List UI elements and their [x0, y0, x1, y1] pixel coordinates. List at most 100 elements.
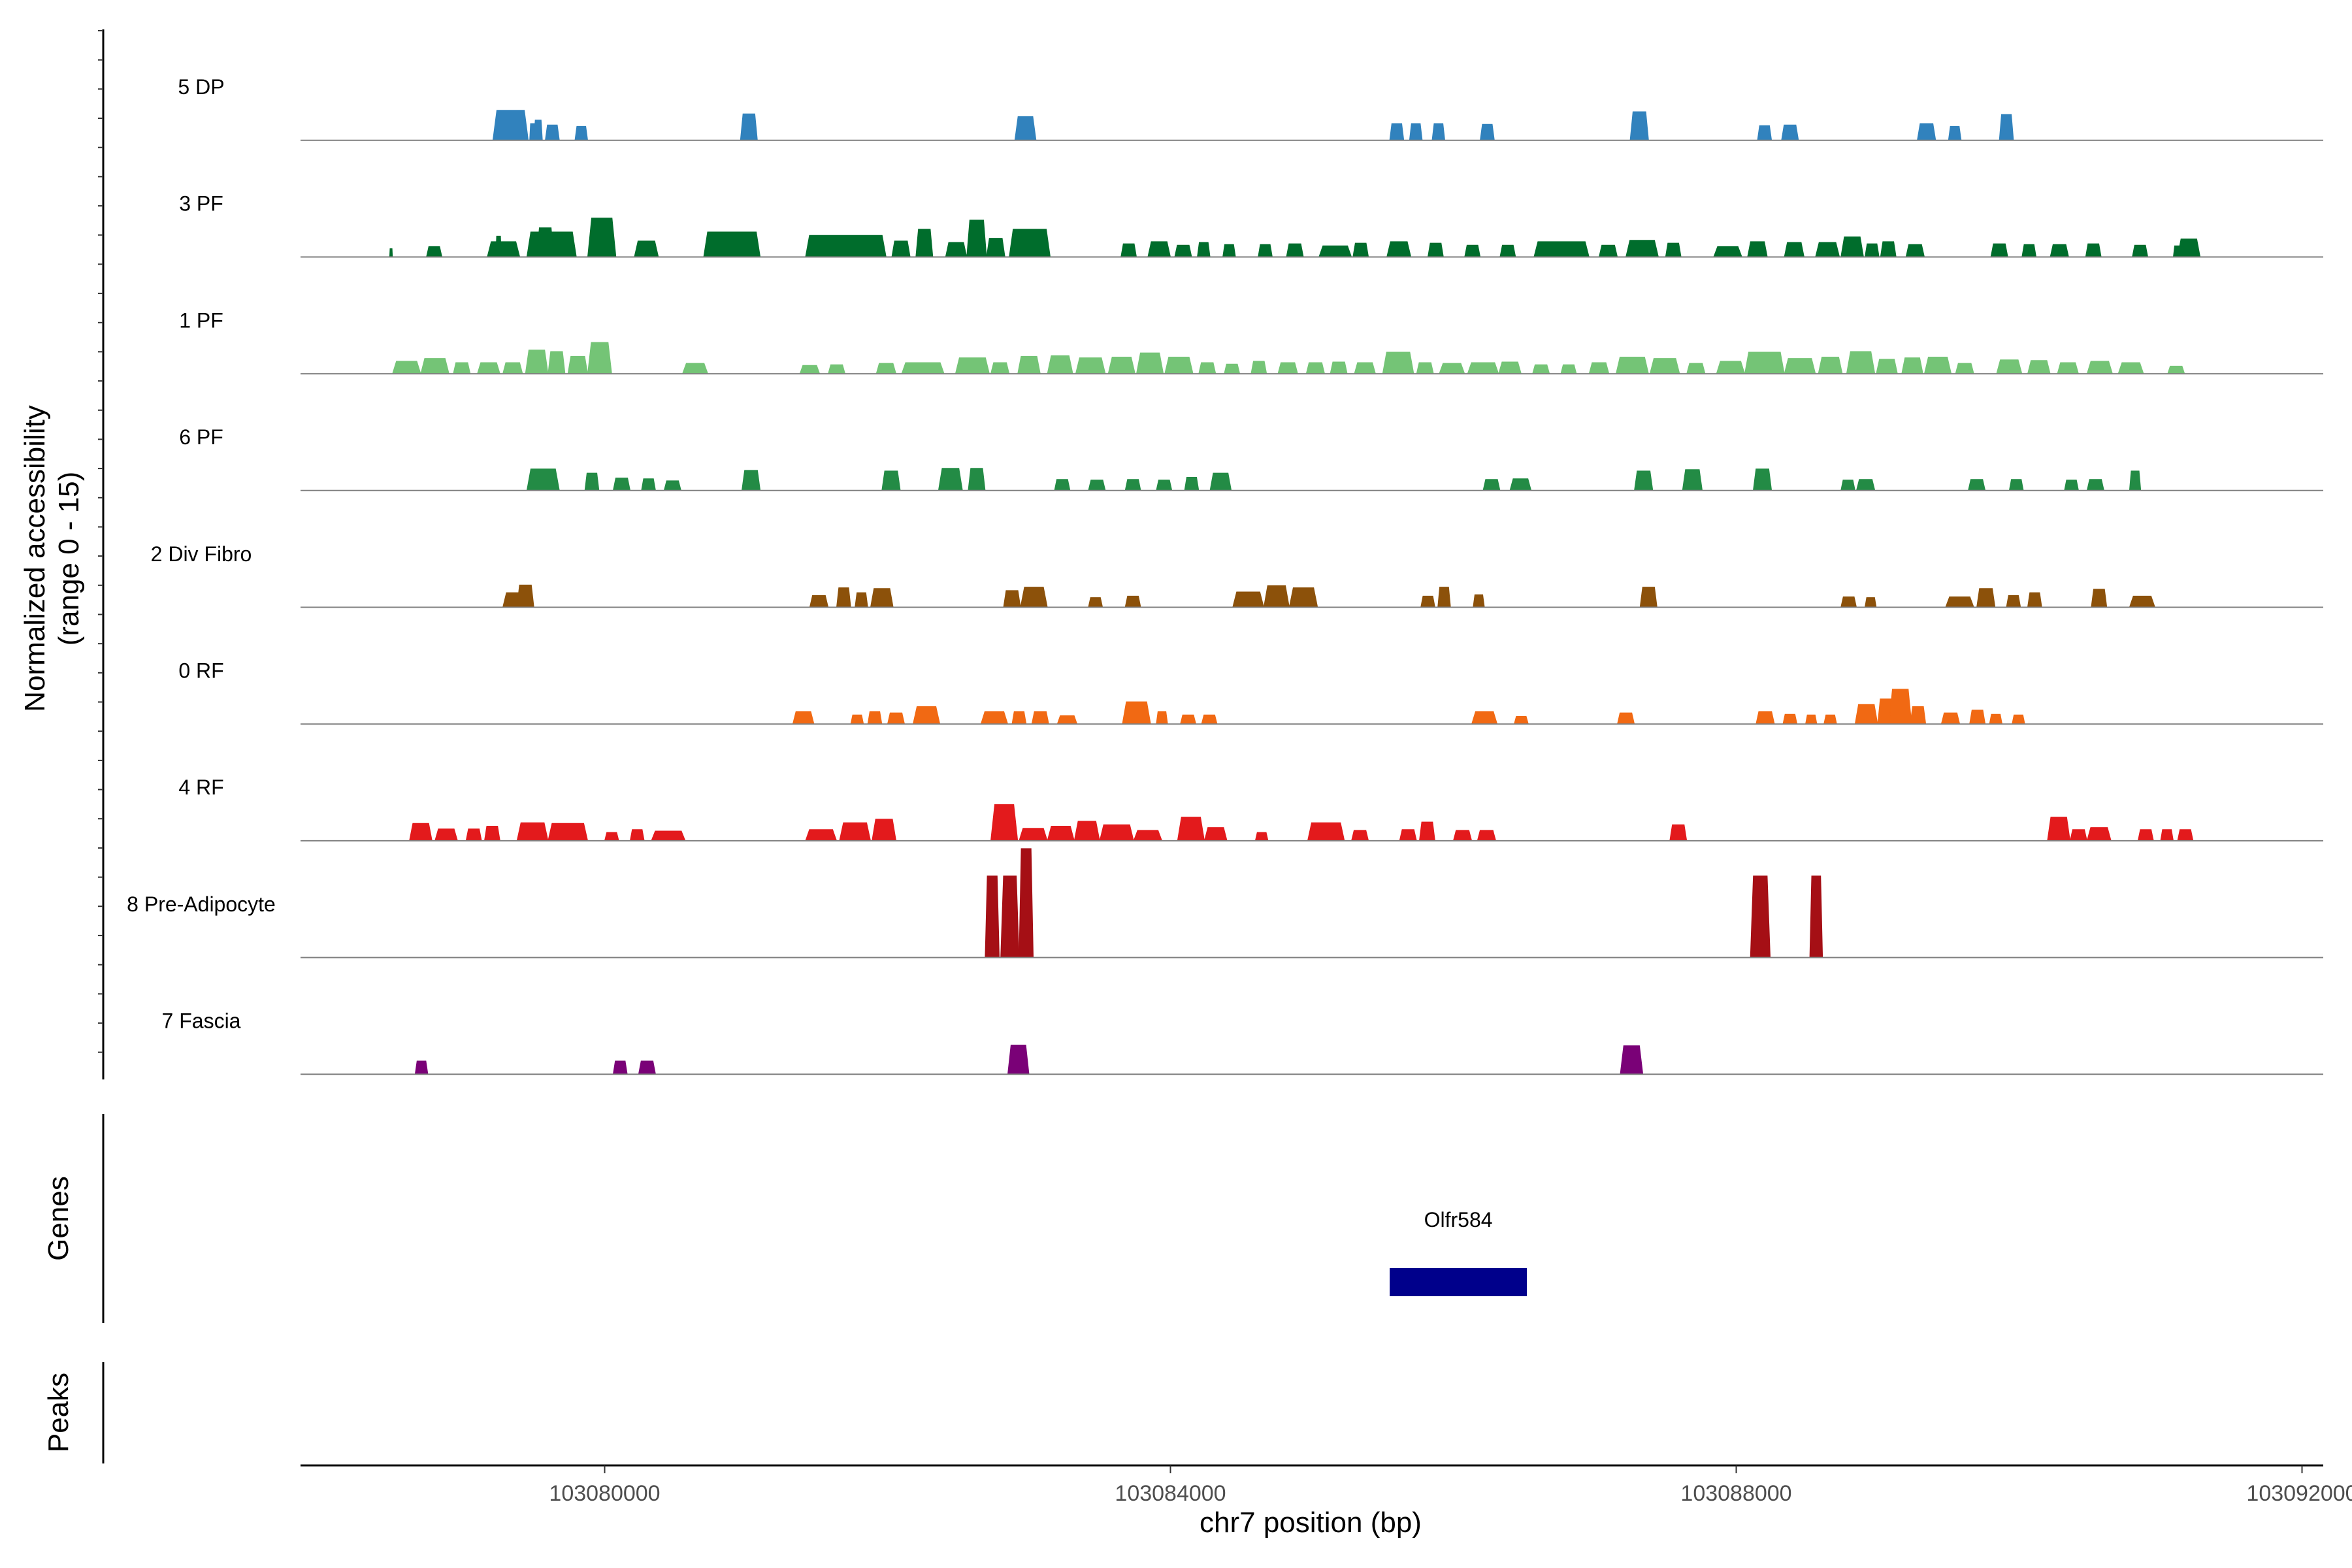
coverage-peak [1201, 714, 1218, 725]
coverage-peak [1019, 848, 1034, 958]
gene-track: Olfr584 [1390, 1208, 1527, 1296]
coverage-peak [1164, 357, 1194, 374]
coverage-peak [526, 468, 560, 491]
coverage-peak [1073, 821, 1100, 841]
coverage-peak [638, 1060, 657, 1075]
coverage-peak [2085, 243, 2102, 257]
coverage-peak [389, 248, 393, 257]
coverage-peak [1840, 237, 1864, 257]
coverage-peak [629, 829, 645, 841]
coverage-peak [1629, 111, 1649, 141]
coverage-peak [2137, 829, 2154, 841]
coverage-peak [1147, 241, 1171, 257]
coverage-peak [809, 595, 829, 608]
coverage-peak [1509, 478, 1532, 491]
coverage-peak [533, 120, 543, 141]
coverage-peak [1120, 243, 1137, 257]
coverage-peak [434, 828, 458, 841]
coverage-peak [1124, 595, 1141, 608]
coverage-peak [1467, 362, 1499, 374]
coverage-peak [805, 235, 887, 257]
coverage-peak [1990, 243, 2008, 257]
coverage-peak [1840, 480, 1856, 491]
coverage-peak [1901, 357, 1923, 374]
coverage-peak [1198, 362, 1217, 374]
genes-panel: Genes Olfr584 [42, 1114, 1527, 1323]
coverage-peak [2177, 829, 2194, 841]
y-axis-title-line-2: (range 0 - 15) [53, 472, 85, 646]
coverage-peak [1513, 716, 1529, 725]
coverage-peak [574, 125, 589, 141]
track-label: 2 Div Fibro [151, 542, 252, 566]
coverage-peak [1846, 351, 1876, 374]
coverage-peak [1480, 123, 1495, 141]
coverage-peak [612, 1060, 628, 1075]
coverage-peak [805, 829, 838, 841]
gene-body [1390, 1268, 1527, 1296]
coverage-peak [1133, 830, 1163, 841]
coverage-peak [2069, 829, 2088, 841]
coverage-peak [827, 364, 846, 374]
coverage-peak [1560, 364, 1577, 374]
coverage-peak [1258, 244, 1273, 257]
coverage-peak [1056, 715, 1078, 725]
coverage-peak [1318, 245, 1352, 257]
coverage-peak [1209, 472, 1232, 491]
coverage-peak [1781, 124, 1799, 141]
coverage-peak [2006, 595, 2021, 608]
track-5-dp: 5 DP [178, 75, 2323, 141]
track-label: 3 PF [179, 192, 223, 216]
coverage-peak [1910, 706, 1927, 725]
coverage-peak [1174, 244, 1192, 257]
coverage-peak [1031, 711, 1049, 725]
coverage-peak [875, 363, 897, 374]
coverage-peak [476, 362, 500, 374]
coverage-peak [1099, 824, 1134, 841]
coverage-peak [1784, 358, 1816, 374]
coverage-peak [1477, 830, 1497, 841]
track-label: 8 Pre-Adipocyte [127, 892, 276, 916]
coverage-peak [799, 365, 821, 374]
coverage-peak [912, 706, 941, 725]
coverage-peak [1750, 875, 1771, 958]
coverage-peak [1017, 355, 1041, 374]
coverage-peak [1124, 479, 1141, 491]
coverage-peak [1286, 243, 1304, 257]
coverage-peak [1756, 711, 1775, 725]
x-tick-label: 103080000 [549, 1481, 660, 1506]
coverage-peak [1352, 242, 1369, 257]
coverage-peak [1634, 470, 1654, 491]
coverage-peak [1177, 817, 1205, 841]
coverage-peak [1744, 351, 1785, 374]
coverage-peak [955, 357, 990, 374]
coverage-peak [1107, 357, 1136, 374]
coverage-peak [1533, 241, 1590, 257]
coverage-peak [1482, 479, 1501, 491]
coverage-peak [855, 592, 868, 608]
coverage-peak [1498, 361, 1522, 374]
coverage-peak [1047, 826, 1075, 841]
coverage-peak [986, 238, 1005, 257]
track-3-pf: 3 PF [179, 192, 2323, 258]
coverage-peak [1598, 244, 1618, 257]
coverage-peak [1940, 712, 1961, 725]
coverage-peak [850, 714, 864, 725]
coverage-peak [1047, 355, 1073, 374]
coverage-peak [1665, 242, 1682, 257]
coverage-peak [2027, 592, 2042, 608]
x-axis-title: chr7 position (bp) [1200, 1507, 1422, 1539]
coverage-peak [1615, 357, 1649, 374]
coverage-peak [1088, 597, 1103, 608]
coverage-peak [1420, 595, 1436, 608]
track-7-fascia: 7 Fascia [162, 1009, 2323, 1075]
coverage-peak [1386, 241, 1412, 257]
coverage-peak [945, 242, 968, 257]
coverage-peak [1277, 362, 1298, 374]
coverage-peak [1854, 704, 1878, 725]
coverage-peak [2177, 238, 2201, 257]
coverage-peak [1855, 479, 1876, 491]
x-tick-label: 103084000 [1115, 1481, 1226, 1506]
coverage-peak [1305, 362, 1326, 374]
coverage-peak [990, 804, 1019, 841]
